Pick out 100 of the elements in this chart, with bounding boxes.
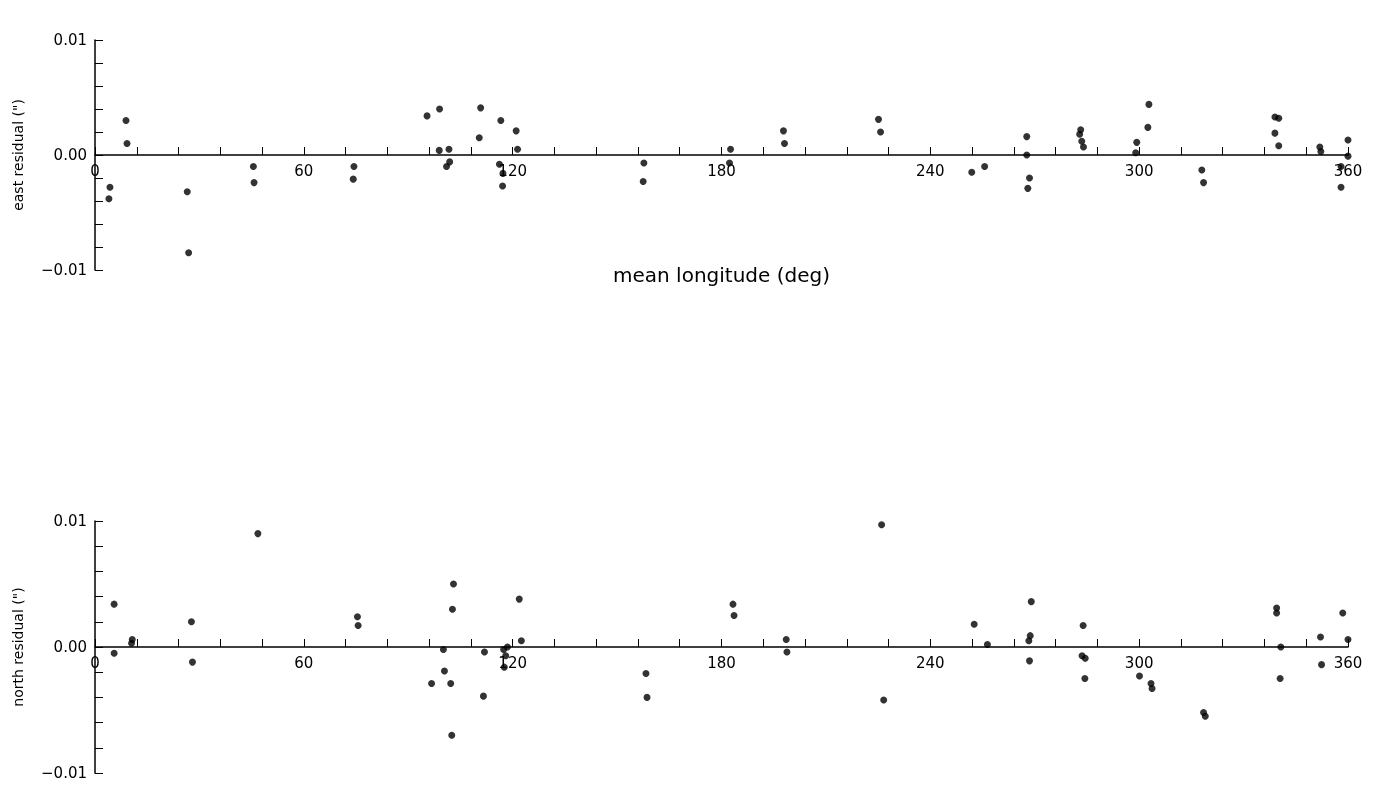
x-tick-label: 360 bbox=[1333, 161, 1363, 180]
y-tick-label: 0.00 bbox=[53, 146, 87, 164]
point bbox=[1200, 179, 1208, 187]
y-tick-label: 0.01 bbox=[53, 512, 87, 530]
point bbox=[439, 646, 447, 654]
point bbox=[185, 249, 193, 257]
point bbox=[1026, 657, 1034, 665]
x-tick-label: 180 bbox=[707, 161, 736, 180]
x-axis-title: mean longitude (deg) bbox=[613, 263, 830, 287]
point bbox=[447, 680, 455, 688]
point bbox=[1145, 100, 1153, 108]
point bbox=[446, 158, 454, 166]
point bbox=[515, 595, 523, 603]
point bbox=[1023, 151, 1031, 159]
point bbox=[353, 613, 361, 621]
point bbox=[110, 649, 118, 657]
x-tick-label: 120 bbox=[498, 653, 527, 672]
point bbox=[1079, 143, 1087, 151]
point bbox=[514, 145, 522, 153]
point bbox=[1276, 675, 1284, 682]
point bbox=[250, 179, 258, 187]
point bbox=[1076, 130, 1084, 138]
point bbox=[983, 640, 991, 648]
point bbox=[443, 163, 451, 170]
point bbox=[479, 692, 487, 700]
point bbox=[512, 127, 520, 135]
point bbox=[1144, 123, 1152, 131]
point bbox=[1136, 672, 1144, 680]
point bbox=[1027, 598, 1035, 606]
point bbox=[440, 667, 448, 675]
x-tick-label: 240 bbox=[916, 653, 945, 672]
point bbox=[781, 140, 788, 147]
x-tick-label: 180 bbox=[707, 653, 736, 672]
point bbox=[350, 163, 358, 170]
point bbox=[354, 622, 362, 630]
point bbox=[1079, 622, 1087, 630]
point bbox=[877, 128, 885, 136]
point bbox=[880, 696, 888, 704]
point bbox=[499, 182, 507, 190]
point bbox=[1344, 635, 1352, 643]
point bbox=[497, 117, 505, 124]
point bbox=[782, 635, 790, 643]
point bbox=[1132, 149, 1140, 157]
point bbox=[445, 145, 453, 153]
x-tick-label: 60 bbox=[294, 161, 314, 180]
point bbox=[1201, 712, 1209, 720]
point bbox=[878, 521, 886, 529]
point bbox=[105, 195, 113, 203]
point bbox=[477, 104, 485, 112]
point bbox=[1339, 609, 1347, 617]
y-tick-label: 0.00 bbox=[53, 638, 87, 656]
point bbox=[517, 637, 525, 645]
point bbox=[254, 530, 262, 538]
point bbox=[1026, 174, 1034, 182]
y-tick-label: 0.01 bbox=[53, 31, 87, 49]
point bbox=[188, 658, 196, 666]
point bbox=[1317, 633, 1324, 641]
point bbox=[1275, 114, 1283, 122]
point bbox=[1081, 675, 1089, 682]
y-axis-title: north residual (") bbox=[10, 587, 26, 707]
point bbox=[1275, 142, 1283, 150]
point bbox=[128, 639, 136, 647]
point bbox=[1273, 609, 1281, 617]
x-tick-label: 240 bbox=[916, 161, 945, 180]
y-tick-label: −0.01 bbox=[41, 261, 87, 279]
point bbox=[249, 163, 257, 170]
point bbox=[779, 127, 787, 135]
y-axis-title: east residual (") bbox=[10, 99, 26, 211]
x-tick-label: 120 bbox=[498, 161, 527, 180]
point bbox=[639, 177, 647, 185]
point bbox=[981, 163, 989, 170]
point bbox=[1024, 184, 1032, 192]
point bbox=[349, 175, 357, 183]
point bbox=[1025, 637, 1033, 645]
point bbox=[106, 183, 114, 191]
point bbox=[1148, 685, 1156, 693]
x-tick-label: 360 bbox=[1333, 653, 1363, 672]
point bbox=[874, 115, 882, 123]
y-tick-label: −0.01 bbox=[41, 764, 87, 782]
point bbox=[475, 134, 483, 142]
point bbox=[1023, 133, 1031, 141]
point bbox=[1277, 643, 1285, 651]
point bbox=[1271, 129, 1279, 137]
point bbox=[1198, 166, 1206, 174]
point bbox=[642, 669, 650, 677]
point bbox=[123, 140, 131, 147]
point bbox=[727, 145, 735, 153]
point bbox=[480, 648, 488, 656]
point bbox=[970, 620, 978, 628]
point bbox=[450, 580, 457, 588]
point bbox=[730, 612, 738, 619]
point bbox=[643, 693, 651, 701]
point bbox=[187, 618, 195, 626]
x-tick-label: 60 bbox=[294, 653, 314, 672]
point bbox=[436, 105, 444, 113]
point bbox=[1317, 148, 1325, 156]
point bbox=[448, 605, 456, 613]
point bbox=[1337, 183, 1345, 191]
point bbox=[968, 168, 976, 176]
point bbox=[428, 680, 436, 688]
